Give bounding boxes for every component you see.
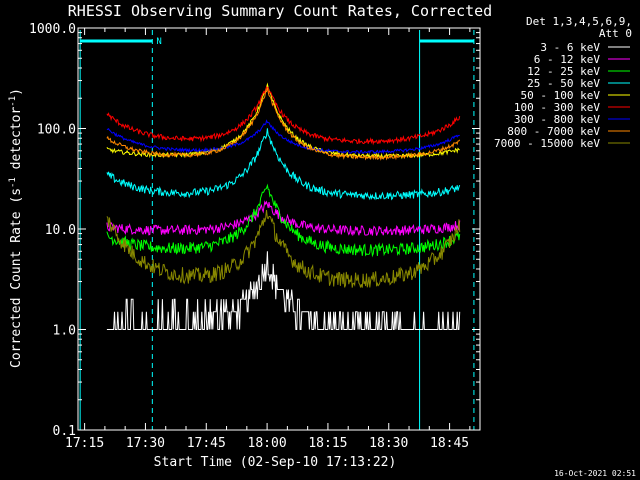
x-tick-label: 18:15 [308,436,347,451]
chart-title: RHESSI Observing Summary Count Rates, Co… [68,2,492,20]
series-line-3 [106,183,461,258]
axes: 17:15 17:30 17:45 18:00 18:15 18:30 18:45 0.1 1.… [29,22,481,451]
y-tick-label: 1000.0 [29,22,76,37]
series-line-6 [106,85,461,146]
legend-header-line-1: Det 1,3,4,5,6,9, [526,15,632,28]
legend-label-1: 3 - 6 keV [540,41,600,54]
plot-area: N [79,30,475,430]
y-axis-label-part-e: ) [9,88,24,96]
legend-label-8: 800 - 7000 keV [507,125,600,138]
series-line-5 [106,82,460,160]
series-line-4 [106,128,461,201]
y-tick-label: 10.0 [45,223,76,238]
series-line-9 [106,210,461,288]
series-line-1 [106,251,461,330]
series-line-2 [106,200,461,237]
x-tick-label: 18:45 [430,436,469,451]
x-tick-label: 17:15 [65,436,104,451]
legend-label-4: 25 - 50 keV [527,77,600,90]
series-line-7 [106,119,460,155]
y-tick-label: 100.0 [37,123,76,138]
x-tick-label: 17:30 [126,436,165,451]
y-tick-label: 0.1 [53,424,76,439]
legend-header-line-2: Att 0 [599,27,632,40]
x-tick-label: 18:30 [369,436,408,451]
y-axis-label-part-a: Corrected Count Rate (s [9,188,24,368]
y-axis-label: Corrected Count Rate (s-1 detector-1) [8,88,24,368]
footer-date: 16-Oct-2021 02:51 [554,469,636,478]
legend-label-9: 7000 - 15000 keV [494,137,600,150]
legend-label-2: 6 - 12 keV [534,53,601,66]
y-axis-label-exponent-2: -1 [8,96,18,107]
x-tick-label: 18:00 [248,436,287,451]
x-axis-label: Start Time (02-Sep-10 17:13:22) [154,455,397,470]
legend-label-7: 300 - 800 keV [514,113,600,126]
night-label: N [156,37,161,47]
y-axis-label-part-c: detector [9,107,24,178]
legend-label-6: 100 - 300 keV [514,101,600,114]
legend-label-5: 50 - 100 keV [521,89,601,102]
legend-label-3: 12 - 25 keV [527,65,600,78]
series-line-8 [106,87,461,161]
y-tick-label: 1.0 [53,324,76,339]
x-tick-label: 17:45 [187,436,226,451]
y-axis-label-exponent-1: -1 [8,177,18,188]
